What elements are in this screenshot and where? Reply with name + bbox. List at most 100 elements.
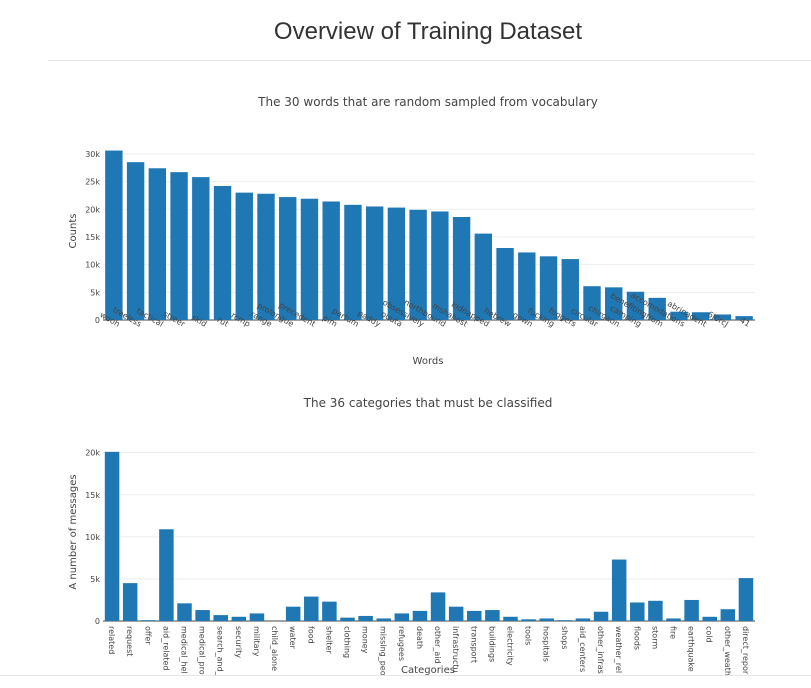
x-axis-label: Categories xyxy=(401,665,455,676)
bar-fire[interactable] xyxy=(666,618,681,621)
x-tick-label: weather_rel xyxy=(614,626,623,673)
bar-41[interactable] xyxy=(735,316,753,320)
bar-refugees[interactable] xyxy=(394,613,410,621)
bar-benefitingfrom[interactable] xyxy=(648,297,666,320)
bar-direct-repor[interactable] xyxy=(738,578,754,621)
bar-mshahost[interactable] xyxy=(452,217,471,320)
chart-title: The 30 words that are random sampled fro… xyxy=(257,95,598,109)
x-tick-label: other_infras xyxy=(596,626,605,674)
bar-cold[interactable] xyxy=(702,616,717,621)
bar-aid-related[interactable] xyxy=(159,529,174,621)
bar-streer[interactable] xyxy=(170,172,188,320)
bar-paddy[interactable] xyxy=(365,206,384,320)
bar-precedent[interactable] xyxy=(300,198,319,320)
x-tick-label: shops xyxy=(560,626,569,649)
x-tick-label: transport xyxy=(469,626,478,663)
bar-gown[interactable] xyxy=(518,252,536,320)
bar-rut[interactable] xyxy=(213,185,232,320)
bar-tools[interactable] xyxy=(521,619,536,621)
bar-earthquake[interactable] xyxy=(684,599,699,621)
x-tick-label: floods xyxy=(632,626,641,650)
bar-transport[interactable] xyxy=(467,610,482,621)
bar-infrastructu[interactable] xyxy=(448,606,464,621)
bar-other-infras[interactable] xyxy=(593,611,609,621)
bar-shelter[interactable] xyxy=(322,601,337,621)
x-tick-label: earthquake xyxy=(687,626,696,672)
x-tick-label: infrastructu xyxy=(451,626,460,673)
bar-other-weath[interactable] xyxy=(720,609,736,621)
x-tick-label: related xyxy=(107,626,116,654)
y-tick-label: 25k xyxy=(85,178,100,187)
bar-military[interactable] xyxy=(249,613,265,621)
bar-range[interactable] xyxy=(257,193,275,320)
bar-food[interactable] xyxy=(304,596,319,621)
bar-fucking[interactable] xyxy=(539,256,558,320)
x-tick-label: direct_repor xyxy=(741,626,750,675)
bar-foggers[interactable] xyxy=(561,259,579,320)
bar-search-and[interactable] xyxy=(213,615,228,621)
bar-water[interactable] xyxy=(285,606,301,621)
bar-hebrew[interactable] xyxy=(496,248,514,320)
bar-wooh[interactable] xyxy=(105,150,123,320)
y-tick-label: 15k xyxy=(85,233,100,242)
bar-rcmp[interactable] xyxy=(235,192,253,320)
bar-offer[interactable] xyxy=(141,620,156,621)
bar-tactical[interactable] xyxy=(148,168,167,320)
x-tick-label: other_weath xyxy=(723,626,732,676)
bar-security[interactable] xyxy=(231,616,247,621)
x-tick-label: military xyxy=(252,626,261,657)
y-tick-label: 30k xyxy=(85,150,100,159)
bar-money[interactable] xyxy=(358,615,373,621)
bar-medical-pro[interactable] xyxy=(195,610,210,621)
bar-floods[interactable] xyxy=(630,602,645,621)
y-axis-label: A number of messages xyxy=(68,474,79,589)
bar-northbound[interactable] xyxy=(431,211,449,320)
x-tick-label: security xyxy=(234,626,243,658)
bar-hospitals[interactable] xyxy=(539,618,554,621)
bar-storm[interactable] xyxy=(648,600,663,621)
bar-treeless[interactable] xyxy=(126,162,145,320)
bar-accomodations[interactable] xyxy=(670,311,688,320)
x-tick-label: child_alone xyxy=(270,626,279,671)
y-tick-label: 0 xyxy=(95,316,100,325)
bar-other-aid[interactable] xyxy=(430,592,446,621)
y-tick-label: 20k xyxy=(85,449,100,458)
bar-partum[interactable] xyxy=(344,204,362,320)
bottom-divider xyxy=(0,675,811,676)
bar-pim[interactable] xyxy=(322,201,340,320)
x-tick-label: clothing xyxy=(343,626,352,658)
bar-6j0rcj[interactable] xyxy=(713,314,732,320)
bar-electricity[interactable] xyxy=(503,616,518,621)
x-tick-label: medical_pro xyxy=(198,626,207,675)
bar-weather-rel[interactable] xyxy=(611,559,627,621)
bar-request[interactable] xyxy=(122,583,138,621)
bar-missing-peo[interactable] xyxy=(376,618,391,621)
x-tick-label: death xyxy=(415,626,424,649)
x-tick-label: tools xyxy=(524,626,533,645)
bar-medical-hel[interactable] xyxy=(177,603,192,621)
bar-obsessively[interactable] xyxy=(409,209,427,320)
bar-kidnapped[interactable] xyxy=(474,233,493,320)
bar-abrinadent[interactable] xyxy=(691,312,710,320)
x-tick-label: storm xyxy=(650,626,659,649)
chart-title: The 36 categories that must be classifie… xyxy=(303,396,553,410)
bar-shops[interactable] xyxy=(557,620,573,621)
bar-circular[interactable] xyxy=(583,286,601,320)
bar-aid-centers[interactable] xyxy=(575,618,591,621)
bar-chirgaon[interactable] xyxy=(605,287,623,320)
bar-death[interactable] xyxy=(412,610,428,621)
bar-skid[interactable] xyxy=(192,177,210,320)
bar-buildings[interactable] xyxy=(485,610,500,621)
title-divider xyxy=(48,60,811,61)
x-tick-label: money xyxy=(361,626,370,654)
x-tick-label: electricity xyxy=(506,626,515,666)
bar-prolongue[interactable] xyxy=(279,197,297,320)
x-tick-label: aid_centers xyxy=(578,626,587,672)
x-tick-label: missing_peo xyxy=(379,626,388,676)
bar-ouuta[interactable] xyxy=(387,207,406,320)
words-bar-chart: The 30 words that are random sampled fro… xyxy=(68,95,755,367)
bar-related[interactable] xyxy=(104,451,120,621)
bar-camping[interactable] xyxy=(626,291,645,320)
x-tick-label: fire xyxy=(669,626,678,639)
bar-clothing[interactable] xyxy=(340,617,355,621)
